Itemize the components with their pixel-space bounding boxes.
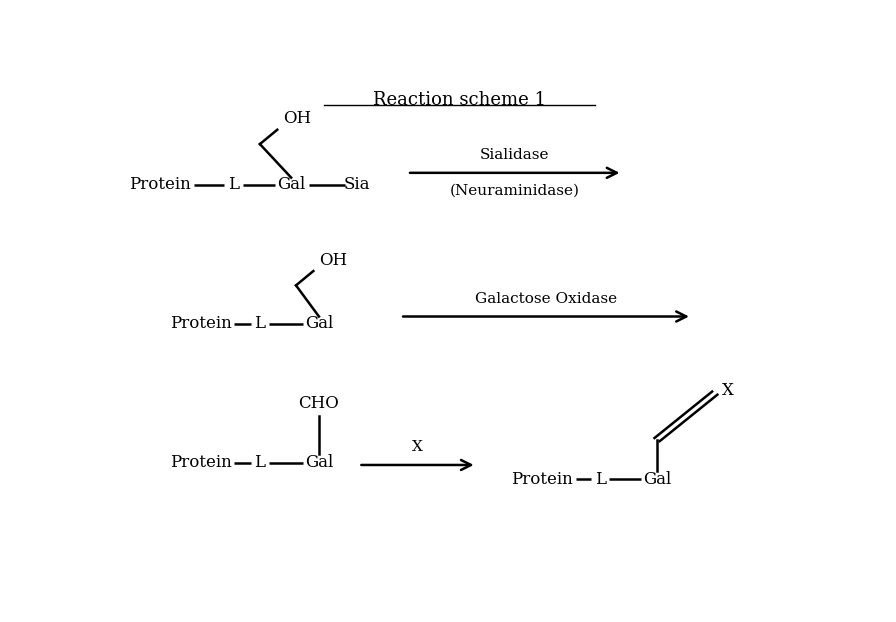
Text: Protein: Protein [169, 315, 231, 332]
Text: Gal: Gal [305, 454, 333, 471]
Text: Gal: Gal [305, 315, 333, 332]
Text: Gal: Gal [643, 471, 671, 488]
Text: L: L [595, 471, 606, 488]
Text: Protein: Protein [169, 454, 231, 471]
Text: X: X [721, 383, 734, 399]
Text: X: X [412, 440, 423, 455]
Text: Sialidase: Sialidase [480, 148, 549, 162]
Text: OH: OH [283, 110, 311, 128]
Text: Gal: Gal [277, 176, 306, 193]
Text: L: L [254, 315, 265, 332]
Text: CHO: CHO [298, 396, 340, 412]
Text: Protein: Protein [512, 471, 573, 488]
Text: (Neuraminidase): (Neuraminidase) [450, 183, 580, 197]
Text: OH: OH [319, 252, 347, 269]
Text: Sia: Sia [344, 176, 370, 193]
Text: Protein: Protein [129, 176, 191, 193]
Text: Reaction scheme 1: Reaction scheme 1 [373, 91, 546, 109]
Text: L: L [228, 176, 239, 193]
Text: L: L [254, 454, 265, 471]
Text: Galactose Oxidase: Galactose Oxidase [475, 292, 617, 306]
